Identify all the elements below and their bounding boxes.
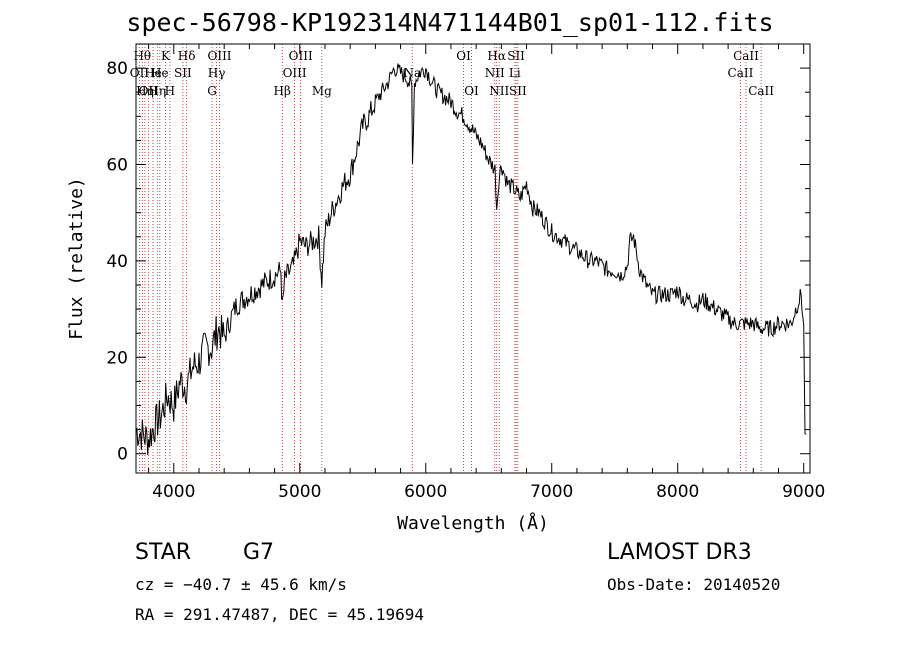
x-tick-label: 7000 <box>530 482 573 502</box>
x-axis-label: Wavelength (Å) <box>397 512 549 534</box>
x-tick-label: 4000 <box>152 482 195 502</box>
line-label: Hη <box>136 84 154 98</box>
y-tick-label: 60 <box>106 156 128 176</box>
obs-date-text: Obs-Date: 20140520 <box>607 575 781 594</box>
line-label: Na <box>403 66 421 80</box>
line-label: SII <box>507 49 525 63</box>
line-label: OIII <box>207 49 231 63</box>
line-label: He <box>144 66 162 80</box>
line-label: Hη <box>148 84 166 98</box>
chart-title: spec-56798-KP192314N471144B01_sp01-112.f… <box>126 8 774 37</box>
line-label: OII <box>130 66 150 80</box>
line-label: NII <box>485 66 505 80</box>
object-class: STAR <box>135 540 192 565</box>
line-label: G <box>207 84 217 98</box>
line-label: OI <box>464 84 479 98</box>
line-label: CaII <box>748 84 774 98</box>
line-label: Hα <box>487 49 506 63</box>
line-label: Hγ <box>208 66 226 80</box>
x-axis-ticks: 4000 5000 6000 7000 8000 9000 <box>148 44 825 502</box>
x-tick-label: 8000 <box>656 482 699 502</box>
object-subclass: G7 <box>243 540 275 565</box>
y-tick-label: 0 <box>117 445 128 465</box>
line-label: SII <box>509 84 527 98</box>
line-label: He <box>151 66 169 80</box>
spectral-line-labels: OIIHθHηOIIHeHηHeKHSIIHδGHγOIIIHβOIIIOIII… <box>130 49 775 98</box>
coords-text: RA = 291.47487, DEC = 45.19694 <box>135 605 424 624</box>
line-label: NII <box>489 84 509 98</box>
line-label: OI <box>456 49 471 63</box>
line-label: Hδ <box>178 49 196 63</box>
y-tick-label: 40 <box>106 252 128 272</box>
line-label: H <box>165 84 175 98</box>
y-tick-label: 80 <box>106 59 128 79</box>
line-label: Li <box>509 66 521 80</box>
line-label: CaII <box>728 66 754 80</box>
line-label: CaII <box>733 49 759 63</box>
y-axis-label: Flux (relative) <box>66 177 87 340</box>
x-tick-label: 9000 <box>782 482 825 502</box>
plot-frame <box>135 43 811 474</box>
flux-series-line <box>135 63 807 455</box>
survey-name: LAMOST DR3 <box>607 540 752 565</box>
x-tick-label: 5000 <box>278 482 321 502</box>
redshift-text: cz = −40.7 ± 45.6 km/s <box>135 575 347 594</box>
spectral-line-markers <box>139 44 762 473</box>
line-label: K <box>161 49 171 63</box>
line-label: Hθ <box>133 49 151 63</box>
x-tick-label: 6000 <box>404 482 447 502</box>
y-tick-label: 20 <box>106 348 128 368</box>
line-label: Hβ <box>274 84 291 98</box>
line-label: OIII <box>283 66 307 80</box>
line-label: OIII <box>289 49 313 63</box>
line-label: SII <box>174 66 192 80</box>
line-label: OII <box>139 84 159 98</box>
y-axis-ticks: 0 20 40 60 80 <box>106 59 810 465</box>
line-label: Mg <box>312 84 332 98</box>
